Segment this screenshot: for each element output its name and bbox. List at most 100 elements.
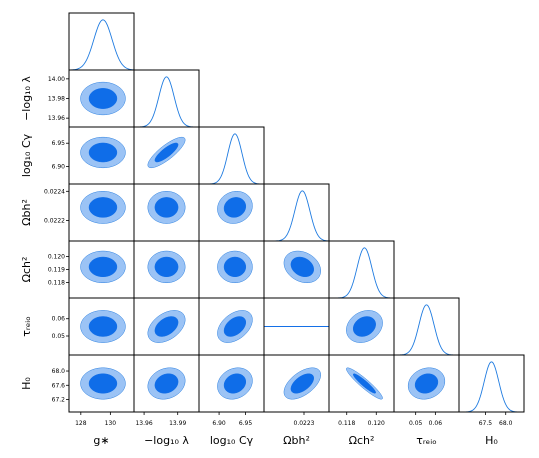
y-tick-label: 0.05	[52, 333, 66, 340]
marginal-curve	[134, 76, 199, 128]
y-axis-label: log₁₀ Cγ	[20, 133, 33, 177]
contour-68	[290, 256, 314, 278]
contour-68	[290, 373, 314, 394]
marginal-curve	[393, 304, 460, 356]
marginal-curve	[199, 133, 265, 185]
x-tick-label: 128	[75, 420, 87, 427]
contour-68	[154, 373, 179, 394]
x-axis-label: g∗	[93, 434, 109, 447]
panel-frame	[393, 297, 460, 356]
x-axis-label: Ωbh²	[283, 434, 310, 447]
contour-68	[154, 142, 179, 163]
x-tick-label: 67.5	[479, 420, 493, 427]
panel-lambda-vs-gstar	[68, 69, 135, 128]
panel-tau-vs-lambda	[133, 297, 200, 356]
x-tick-label: 13.99	[169, 420, 186, 427]
marginal-gstar	[68, 12, 135, 71]
y-axis-label: H₀	[20, 377, 33, 390]
contour-68	[88, 197, 118, 218]
marginal-curve	[68, 19, 135, 71]
panel-och2-vs-obh2	[263, 240, 330, 299]
marginal-curve	[264, 190, 330, 242]
panel-obh2-vs-lambda	[133, 183, 200, 242]
marginal-curve	[329, 247, 395, 299]
panel-logCY-vs-gstar	[68, 126, 135, 185]
y-axis-label: τᵣₑᵢₒ	[20, 316, 33, 337]
x-tick-label: 6.90	[212, 420, 226, 427]
y-axis-label: Ωch²	[20, 257, 33, 283]
marginal-och2	[328, 240, 395, 299]
panel-obh2-vs-gstar	[68, 183, 135, 242]
contour-68	[88, 373, 118, 394]
contour-68	[223, 256, 247, 278]
x-axis-label: −log₁₀ λ	[144, 434, 189, 447]
y-tick-label: 67.2	[52, 397, 66, 404]
x-axis-label: τᵣₑᵢₒ	[416, 434, 437, 447]
marginal-tau	[393, 297, 460, 356]
y-tick-label: 0.0224	[44, 188, 65, 195]
y-tick-label: 0.119	[48, 267, 65, 274]
x-tick-label: 0.05	[409, 420, 423, 427]
contour-68	[223, 316, 247, 337]
panel-frame	[133, 69, 200, 128]
panel-tau-vs-och2	[328, 297, 395, 356]
y-tick-label: 0.0222	[44, 218, 65, 225]
x-tick-label: 0.118	[338, 420, 355, 427]
y-tick-label: 0.06	[52, 316, 66, 323]
panel-H0-vs-tau	[393, 354, 460, 413]
y-tick-label: 13.96	[48, 115, 65, 122]
contour-68	[154, 197, 179, 218]
contour-68	[223, 197, 247, 218]
marginal-curve	[459, 361, 524, 413]
panel-H0-vs-lambda	[133, 354, 200, 413]
marginal-H0	[458, 354, 525, 413]
x-tick-label: 0.0223	[294, 420, 315, 427]
panel-frame	[328, 240, 395, 299]
y-tick-label: 6.95	[52, 140, 66, 147]
panel-H0-vs-logCY	[198, 354, 265, 413]
panel-H0-vs-och2	[328, 354, 395, 413]
x-tick-label: 68.0	[499, 420, 513, 427]
panel-tau-vs-gstar	[68, 297, 135, 356]
x-tick-label: 6.95	[239, 420, 253, 427]
y-tick-label: 14.00	[48, 76, 65, 83]
panel-och2-vs-lambda	[133, 240, 200, 299]
y-axis-label: Ωbh²	[20, 199, 33, 226]
panel-obh2-vs-logCY	[198, 183, 265, 242]
contour-68	[88, 256, 118, 278]
x-tick-label: 13.96	[135, 420, 152, 427]
x-axis-label: Ωch²	[349, 434, 375, 447]
contour-68	[352, 373, 376, 394]
panel-frame	[263, 183, 330, 242]
contour-68	[154, 316, 179, 337]
panel-och2-vs-gstar	[68, 240, 135, 299]
panel-logCY-vs-lambda	[133, 126, 200, 185]
y-tick-label: 0.120	[48, 254, 65, 261]
contour-68	[88, 88, 118, 109]
contour-68	[414, 373, 439, 394]
contour-68	[352, 316, 376, 337]
panel-frame	[198, 126, 265, 185]
y-tick-label: 68.0	[52, 368, 66, 375]
contour-68	[154, 256, 179, 278]
contour-68	[88, 316, 118, 337]
contour-68	[88, 142, 118, 163]
marginal-lambda	[133, 69, 200, 128]
y-tick-label: 6.90	[52, 163, 66, 170]
panel-frame	[458, 354, 525, 413]
panel-och2-vs-logCY	[198, 240, 265, 299]
contour-68	[223, 373, 247, 394]
panel-tau-vs-logCY	[198, 297, 265, 356]
panel-frame	[68, 12, 135, 71]
panel-H0-vs-obh2	[263, 354, 330, 413]
x-axis-label: log₁₀ Cγ	[210, 434, 254, 447]
y-axis-label: −log₁₀ λ	[20, 76, 33, 121]
x-tick-label: 0.06	[429, 420, 443, 427]
y-tick-label: 67.6	[52, 382, 66, 389]
x-axis-label: H₀	[485, 434, 498, 447]
marginal-logCY	[198, 126, 265, 185]
x-tick-label: 0.120	[368, 420, 385, 427]
y-tick-label: 0.118	[48, 279, 65, 286]
panel-H0-vs-gstar	[68, 354, 135, 413]
